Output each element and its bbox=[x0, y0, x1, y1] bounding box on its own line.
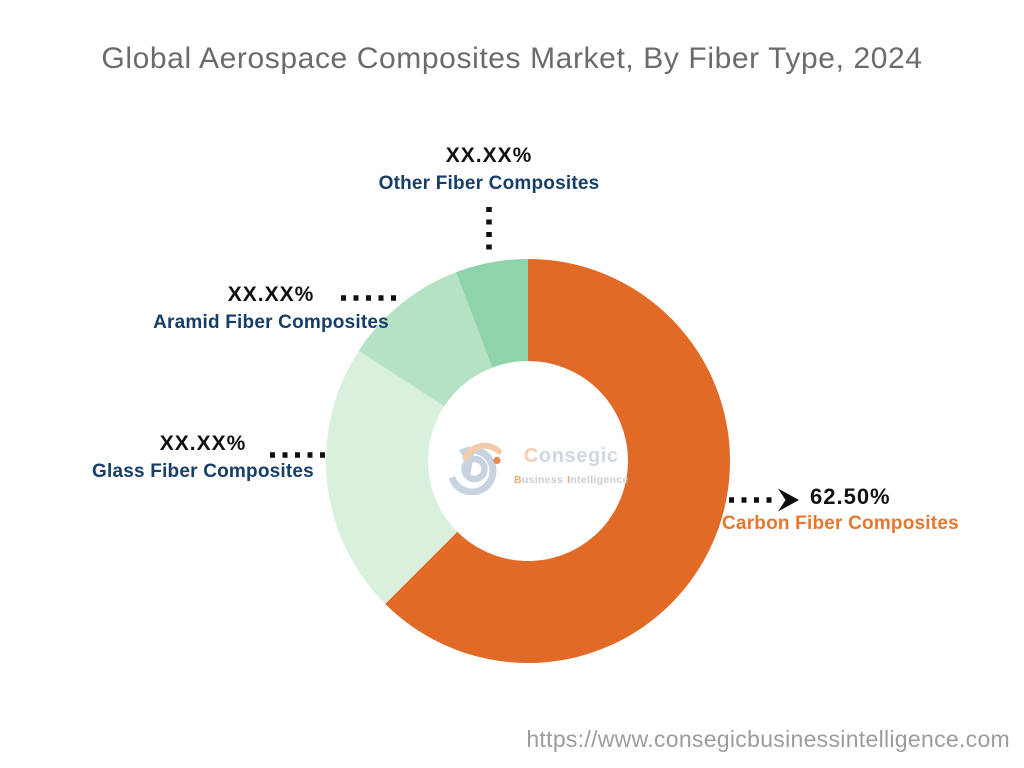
glass-fiber-value: XX.XX% bbox=[159, 432, 247, 455]
other-fiber-value: XX.XX% bbox=[445, 144, 533, 167]
watermark-text: Consegic Business Intelligence bbox=[514, 445, 628, 488]
consegic-logo-icon bbox=[447, 442, 502, 495]
other-fiber-label: Other Fiber Composites bbox=[378, 173, 600, 194]
donut-slice-carbon-fiber-composites bbox=[385, 259, 730, 664]
watermark-logo: Consegic Business Intelligence bbox=[446, 437, 628, 495]
callout-glass-fiber: XX.XX% Glass Fiber Composites bbox=[92, 433, 314, 481]
carbon-fiber-value: 62.50% bbox=[810, 484, 891, 509]
donut-slice-aramid-fiber-composites bbox=[358, 272, 493, 407]
leader-lines bbox=[270, 207, 799, 512]
watermark-brand: Consegic bbox=[523, 444, 619, 467]
callout-other-fiber: XX.XX% Other Fiber Composites bbox=[379, 145, 600, 193]
donut-slice-glass-fiber-composites bbox=[325, 350, 458, 604]
watermark-tagline-word-intelligence: Intelligence bbox=[567, 473, 629, 486]
aramid-fiber-value: XX.XX% bbox=[227, 283, 315, 306]
carbon-fiber-label: Carbon Fiber Composites bbox=[722, 513, 959, 534]
carbon-arrowhead-icon bbox=[778, 488, 799, 512]
source-url: https://www.consegicbusinessintelligence… bbox=[526, 726, 1010, 752]
callout-aramid-fiber: XX.XX% Aramid Fiber Composites bbox=[153, 284, 389, 332]
watermark-tagline: Business Intelligence bbox=[514, 470, 628, 488]
donut-slices bbox=[325, 259, 730, 664]
aramid-fiber-label: Aramid Fiber Composites bbox=[153, 312, 389, 333]
watermark-tagline-word-business: Business bbox=[514, 473, 564, 486]
glass-fiber-label: Glass Fiber Composites bbox=[92, 461, 314, 482]
donut-slice-other-fiber-composites bbox=[456, 259, 528, 368]
page-title: Global Aerospace Composites Market, By F… bbox=[101, 42, 923, 75]
